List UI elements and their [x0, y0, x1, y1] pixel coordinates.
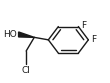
- Text: HO: HO: [3, 30, 17, 39]
- Polygon shape: [19, 32, 34, 37]
- Text: Cl: Cl: [22, 66, 31, 75]
- Text: F: F: [92, 35, 97, 44]
- Text: F: F: [82, 21, 87, 30]
